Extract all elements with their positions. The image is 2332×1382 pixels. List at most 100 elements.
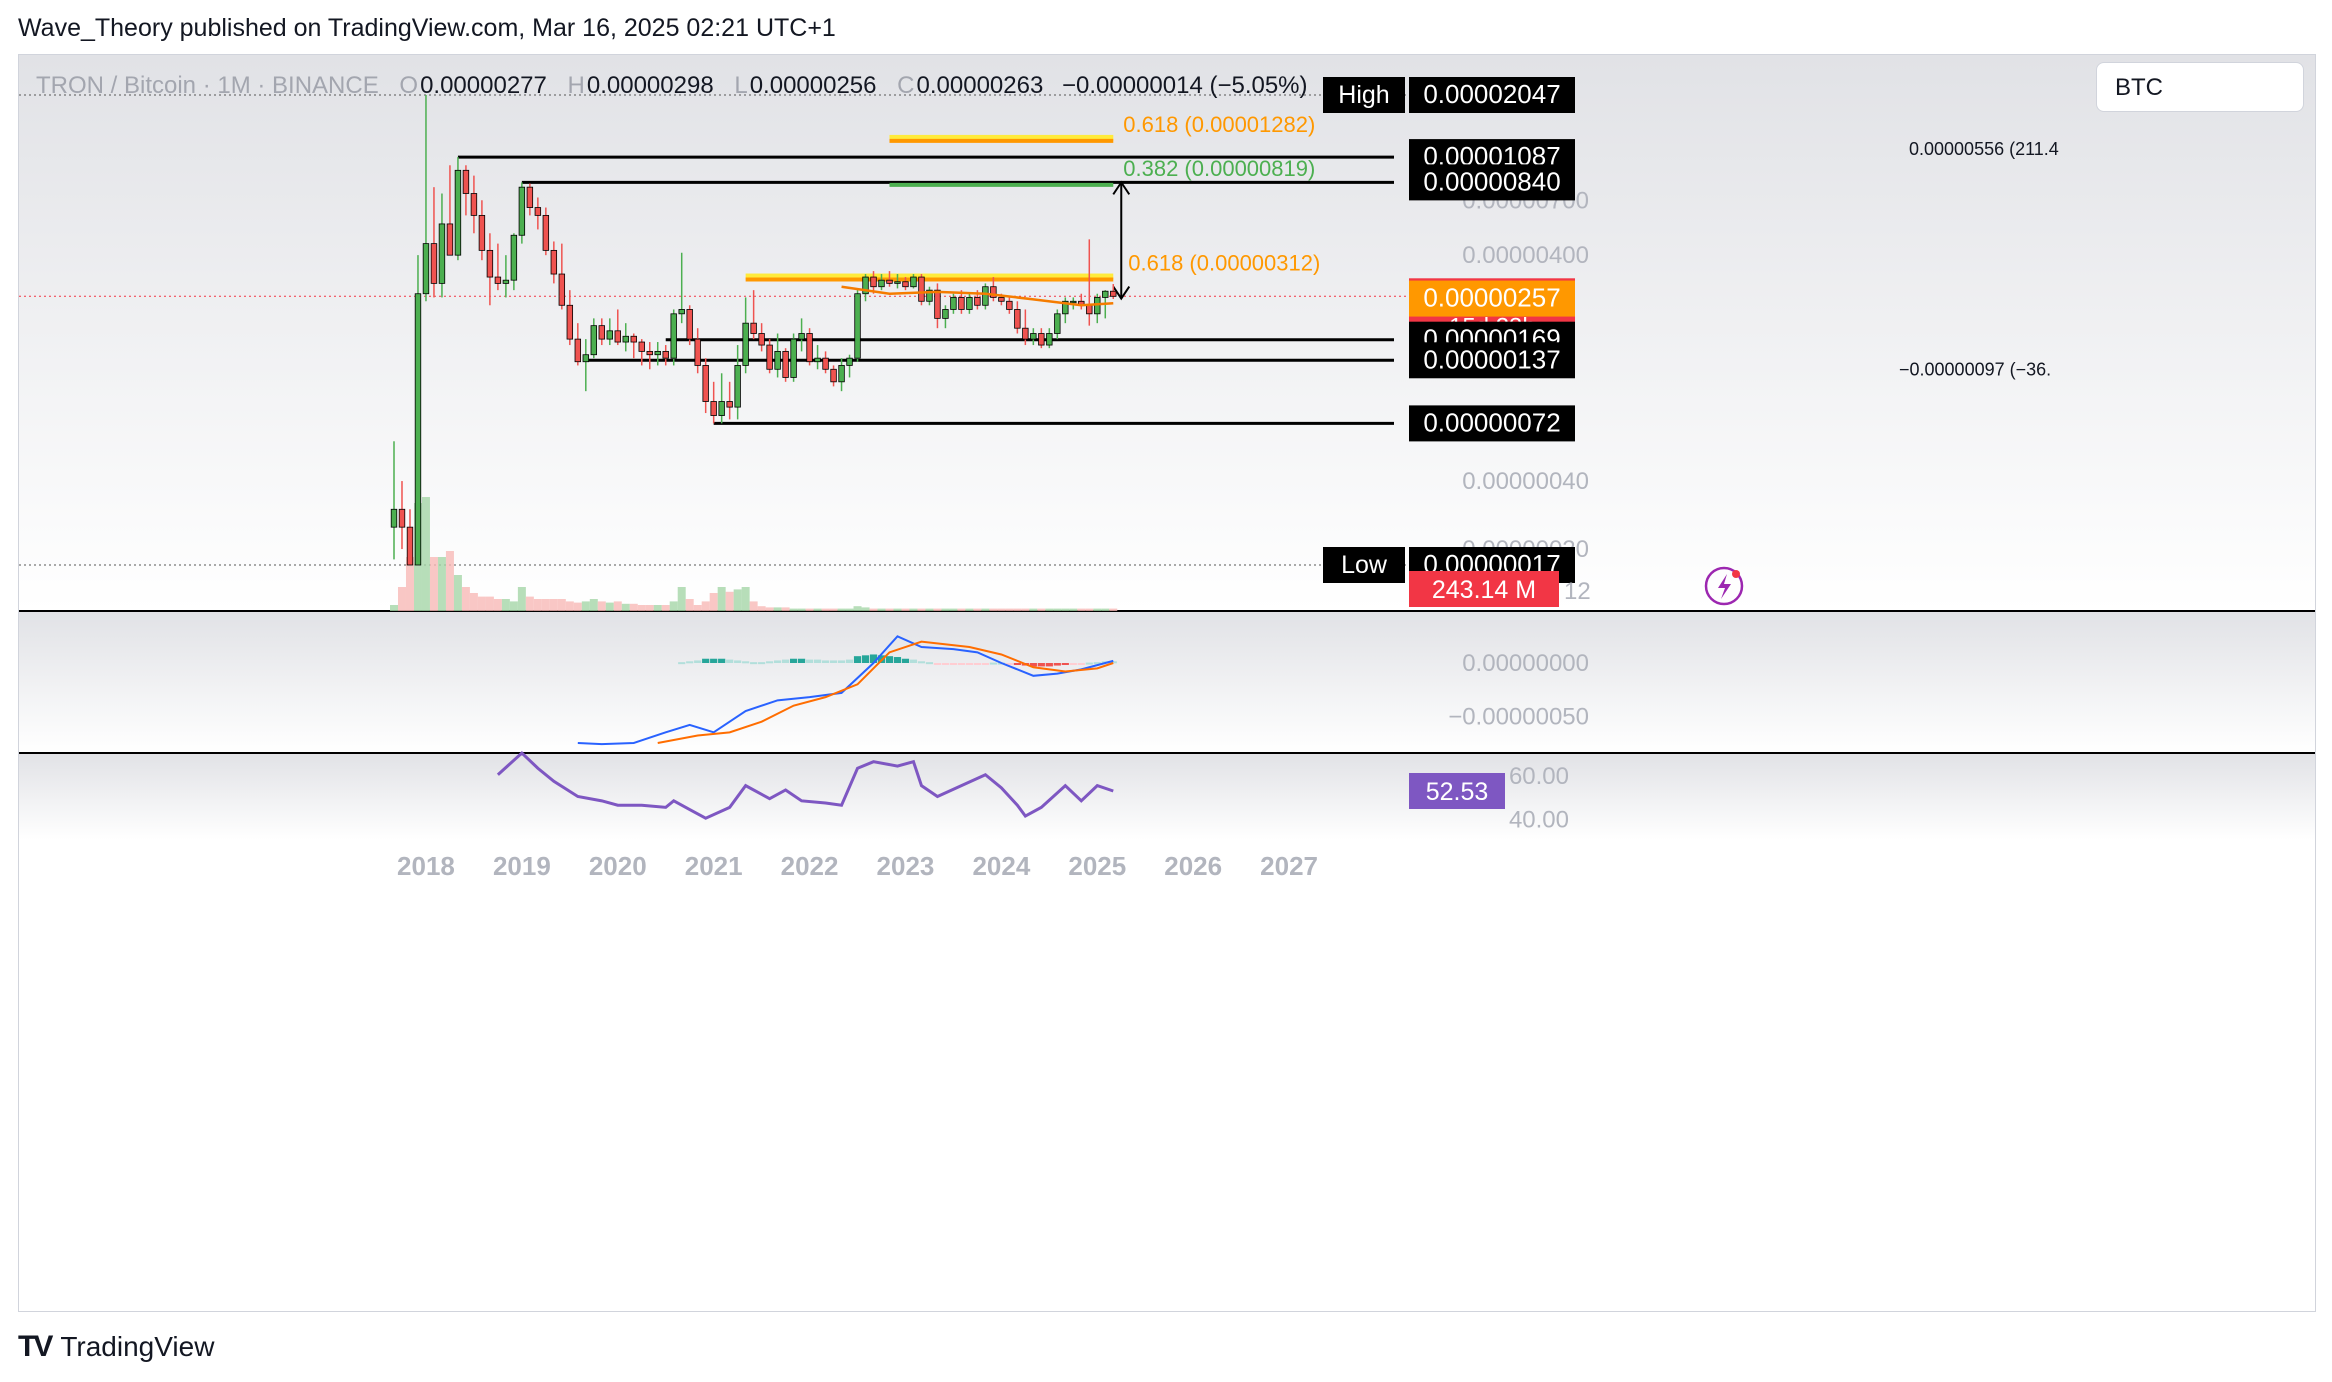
candle-body: [622, 335, 629, 343]
candle-body: [446, 223, 454, 256]
macd-histogram-bar: [957, 663, 966, 665]
macd-histogram-bar: [885, 656, 894, 663]
candle-body: [606, 330, 613, 340]
candle-body: [814, 357, 821, 363]
price-tag-value: 0.00000257: [1423, 283, 1560, 313]
time-axis-label: 2025: [1068, 851, 1126, 881]
macd-histogram-bar: [726, 659, 734, 663]
volume-bar: [613, 601, 622, 611]
candle-body: [470, 193, 478, 216]
volume-bar: [933, 608, 942, 611]
currency-button[interactable]: BTC: [2096, 62, 2304, 112]
price-tag-title-box: [1323, 547, 1405, 583]
volume-bar: [885, 608, 894, 611]
volume-bar: [501, 599, 510, 611]
volume-bar: [957, 608, 966, 611]
candle-body: [638, 341, 645, 352]
volume-bar: [981, 608, 990, 611]
fib-level-label: 0.618 (0.00001282): [1123, 112, 1315, 137]
candle-body: [1022, 327, 1029, 340]
volume-bar: [765, 607, 774, 611]
candle-body: [990, 286, 997, 298]
price-axis-label: 0.00000400: [1462, 242, 1589, 269]
candle-body: [838, 365, 845, 383]
macd-histogram-bar: [989, 662, 997, 665]
macd-axis-label: 0.00000000: [1462, 650, 1589, 677]
candle-body: [686, 309, 693, 340]
volume-bar: [565, 601, 574, 611]
macd-histogram-bar: [694, 660, 702, 663]
volume-bar: [813, 608, 822, 611]
time-axis-label: 2026: [1164, 851, 1222, 881]
volume-bar: [909, 608, 918, 611]
volume-bar: [390, 605, 398, 611]
macd-histogram-bar: [1005, 663, 1013, 665]
volume-bar: [1093, 608, 1102, 611]
tradingview-logo-icon[interactable]: TV: [18, 1330, 53, 1363]
footer: TV TradingView: [18, 1330, 214, 1364]
volume-bar: [1021, 608, 1030, 611]
macd-histogram-bar: [805, 659, 814, 663]
volume-bar: [805, 608, 814, 611]
symbol-name[interactable]: TRON / Bitcoin · 1M · BINANCE: [36, 72, 379, 99]
volume-bar: [925, 608, 934, 611]
volume-bar: [893, 608, 902, 611]
candle-body: [1006, 300, 1013, 310]
macd-histogram-bar: [797, 658, 806, 663]
volume-bar: [669, 601, 678, 611]
candle-body: [430, 243, 438, 284]
macd-histogram-bar: [789, 658, 798, 663]
candle-body: [478, 214, 486, 251]
candle-body: [806, 333, 813, 363]
volume-bar: [773, 607, 782, 611]
macd-histogram-bar: [869, 654, 878, 663]
candle-body: [726, 401, 733, 408]
macd-histogram-bar: [1045, 663, 1053, 667]
candle-body: [462, 169, 470, 194]
volume-bar: [549, 599, 558, 611]
volume-bar: [989, 608, 998, 611]
volume-bar: [829, 608, 838, 611]
volume-bar: [725, 591, 734, 611]
volume-bar: [717, 587, 726, 611]
candle-body: [390, 508, 398, 528]
time-axis-label: 2018: [397, 851, 455, 881]
macd-histogram-bar: [813, 659, 822, 663]
candle-body: [662, 350, 669, 359]
candle-body: [750, 322, 757, 334]
macd-histogram-bar: [861, 655, 870, 663]
macd-histogram-bar: [965, 663, 974, 665]
macd-histogram-bar: [845, 659, 854, 663]
volume-tag-value: 243.14 M: [1432, 576, 1536, 604]
rsi-tag-box: [1409, 772, 1505, 809]
fib-level-label: 0.618 (0.00000312): [1128, 251, 1320, 276]
candle-body: [878, 279, 885, 288]
volume-bar: [965, 608, 974, 611]
macd-histogram-bar: [734, 660, 742, 663]
volume-bar: [781, 607, 790, 611]
tradingview-brand[interactable]: TradingView: [60, 1331, 215, 1362]
candle-body: [798, 333, 805, 340]
volume-bar: [941, 608, 950, 611]
volume-bar: [1037, 608, 1046, 611]
volume-bar: [837, 608, 846, 611]
candle-body: [422, 243, 430, 295]
high-key: H: [567, 72, 585, 99]
rsi-axis-label: 60.00: [1509, 763, 1569, 790]
macd-histogram-bar: [837, 660, 846, 663]
price-tag-box: [1409, 405, 1575, 442]
candle-body: [854, 293, 861, 359]
candle-body: [846, 357, 853, 366]
volume-bar: [589, 599, 598, 611]
candle-body: [966, 297, 973, 310]
volume-bar: [477, 596, 486, 611]
macd-histogram-bar: [981, 663, 989, 665]
volume-bar: [557, 599, 566, 611]
macd-histogram-bar: [933, 663, 942, 665]
candle-body: [1046, 333, 1053, 346]
macd-axis-label: −0.00000050: [1448, 703, 1589, 730]
fib-zone-band: [745, 273, 1114, 280]
volume-bar: [493, 599, 502, 611]
chart-svg[interactable]: 0.618 (0.00001282) 0.382 (0.00000819) 0.61…: [19, 55, 2315, 1311]
candle-body: [1102, 290, 1109, 298]
